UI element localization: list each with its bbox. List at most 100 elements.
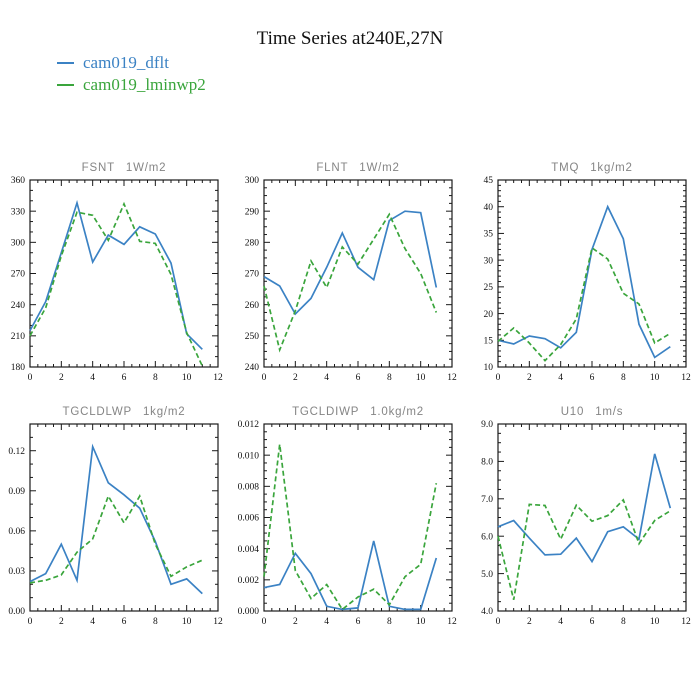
y-tick-label: 210: [11, 332, 26, 342]
series-line-cam019_lminwp2: [263, 444, 438, 611]
chart-canvas-flnt: FLNT 1W/m2 0 2 4 6 8 10 12 240 250 260 270 280 290 300: [245, 162, 457, 383]
y-tick-label: 0.03: [8, 567, 25, 577]
x-tick-label: 0: [496, 617, 501, 627]
x-tick-label: 8: [387, 373, 392, 383]
x-tick-label: 6: [122, 617, 127, 627]
y-tick-label: 0.06: [8, 527, 25, 537]
chart-title-u10: U10 1m/s: [561, 406, 624, 418]
series-line-cam019_lminwp2: [497, 498, 671, 601]
x-tick-label: 10: [182, 617, 192, 627]
series-line-cam019_dflt: [263, 540, 438, 611]
x-tick-label: 0: [28, 617, 33, 627]
plot-frame: [497, 179, 687, 368]
x-tick-label: 0: [496, 373, 501, 383]
x-tick-label: 2: [293, 373, 298, 383]
y-tick-label: 0.010: [238, 451, 260, 461]
y-tick-label: 0.09: [8, 487, 25, 497]
y-tick-label: 0.12: [8, 447, 25, 457]
legend: cam019_dflt cam019_lminwp2: [57, 52, 206, 96]
x-tick-label: 12: [681, 373, 691, 383]
chart-title-tmq: TMQ 1kg/m2: [551, 162, 632, 174]
legend-item-cam019-lminwp2: cam019_lminwp2: [57, 74, 206, 96]
chart-title-tgcldiwp: TGCLDIWP 1.0kg/m2: [292, 406, 424, 418]
chart-canvas-u10: U10 1m/s 0 2 4 6 8 10 12 4.0 5.0 6.0 7.0 8.0 9.0: [481, 406, 691, 627]
x-tick-label: 8: [387, 617, 392, 627]
x-tick-label: 10: [416, 373, 426, 383]
x-tick-label: 0: [262, 617, 267, 627]
chart-u10: U10 1m/s 0 2 4 6 8 10 12 4.0 5.0 6.0 7.0 8.0 9.0: [468, 402, 700, 631]
page-title: Time Series at240E,27N: [256, 28, 444, 49]
x-tick-label: 8: [153, 617, 158, 627]
x-tick-label: 6: [356, 617, 361, 627]
y-tick-label: 20: [484, 310, 494, 320]
y-tick-label: 300: [11, 239, 26, 249]
y-tick-label: 0.000: [238, 607, 260, 617]
y-tick-label: 330: [11, 207, 26, 217]
y-tick-label: 0.012: [238, 420, 260, 430]
x-tick-label: 4: [558, 617, 563, 627]
chart-tgcldlwp: TGCLDLWP 1kg/m2 0 2 4 6 8 10 12 0.00 0.03 0.06 0.09 0…: [0, 402, 234, 631]
chart-canvas-tgcldlwp: TGCLDLWP 1kg/m2 0 2 4 6 8 10 12 0.00 0.03 0.06 0.09 0…: [8, 406, 223, 627]
x-tick-label: 8: [153, 373, 158, 383]
series-line-cam019_dflt: [29, 199, 203, 350]
y-tick-label: 4.0: [481, 607, 493, 617]
chart-fsnt: FSNT 1W/m2 0 2 4 6 8 10 12 180 210 240 270 300 330 360: [0, 158, 234, 387]
series-line-cam019_dflt: [497, 204, 671, 359]
x-tick-label: 6: [590, 373, 595, 383]
y-tick-label: 35: [484, 230, 494, 240]
x-tick-label: 2: [293, 617, 298, 627]
y-tick-label: 15: [484, 336, 494, 346]
series-line-cam019_dflt: [29, 443, 203, 595]
x-tick-label: 12: [213, 617, 223, 627]
legend-label-cam019-dflt: cam019_dflt: [83, 53, 169, 72]
y-tick-label: 300: [245, 176, 260, 186]
x-tick-label: 2: [527, 373, 532, 383]
x-tick-label: 10: [182, 373, 192, 383]
x-tick-label: 4: [558, 373, 563, 383]
series-line-cam019_lminwp2: [263, 212, 438, 353]
legend-line-swatch-blue: [57, 62, 74, 64]
chart-tmq: TMQ 1kg/m2 0 2 4 6 8 10 12 10 15 20 25 30 35 40 45: [468, 158, 700, 387]
x-tick-label: 10: [650, 617, 660, 627]
x-tick-label: 2: [59, 617, 64, 627]
x-tick-label: 12: [213, 373, 223, 383]
chart-title-fsnt: FSNT 1W/m2: [82, 162, 167, 174]
chart-title-tgcldlwp: TGCLDLWP 1kg/m2: [63, 406, 186, 418]
y-tick-label: 10: [484, 363, 494, 373]
y-tick-label: 270: [11, 270, 26, 280]
x-tick-label: 2: [527, 617, 532, 627]
series-line-cam019_lminwp2: [497, 246, 671, 362]
x-tick-label: 12: [447, 373, 457, 383]
y-tick-label: 240: [11, 301, 26, 311]
chart-flnt: FLNT 1W/m2 0 2 4 6 8 10 12 240 250 260 270 280 290 300: [234, 158, 468, 387]
series-line-cam019_dflt: [263, 210, 438, 316]
y-tick-label: 280: [245, 239, 260, 249]
x-tick-label: 10: [416, 617, 426, 627]
x-tick-label: 12: [681, 617, 691, 627]
series-line-cam019_dflt: [497, 453, 672, 564]
y-tick-label: 0.006: [238, 514, 260, 524]
y-tick-label: 0.008: [238, 483, 260, 493]
y-tick-label: 240: [245, 363, 260, 373]
x-tick-label: 4: [324, 373, 329, 383]
plot-frame: [263, 423, 453, 612]
y-tick-label: 180: [11, 363, 26, 373]
x-tick-label: 10: [650, 373, 660, 383]
chart-canvas-tmq: TMQ 1kg/m2 0 2 4 6 8 10 12 10 15 20 25 30 35 40 45: [484, 162, 692, 383]
y-tick-label: 40: [484, 203, 494, 213]
y-tick-label: 30: [484, 256, 494, 266]
chart-canvas-fsnt: FSNT 1W/m2 0 2 4 6 8 10 12 180 210 240 270 300 330 360: [11, 162, 223, 383]
x-tick-label: 6: [356, 373, 361, 383]
y-tick-label: 9.0: [481, 420, 493, 430]
x-tick-label: 4: [90, 617, 95, 627]
y-tick-label: 260: [245, 301, 260, 311]
y-tick-label: 7.0: [481, 495, 493, 505]
y-tick-label: 0.002: [238, 576, 260, 586]
x-tick-label: 8: [621, 373, 626, 383]
x-tick-label: 6: [122, 373, 127, 383]
y-tick-label: 250: [245, 332, 260, 342]
series-line-cam019_lminwp2: [29, 494, 203, 584]
x-tick-label: 4: [90, 373, 95, 383]
y-tick-label: 0.004: [238, 545, 260, 555]
